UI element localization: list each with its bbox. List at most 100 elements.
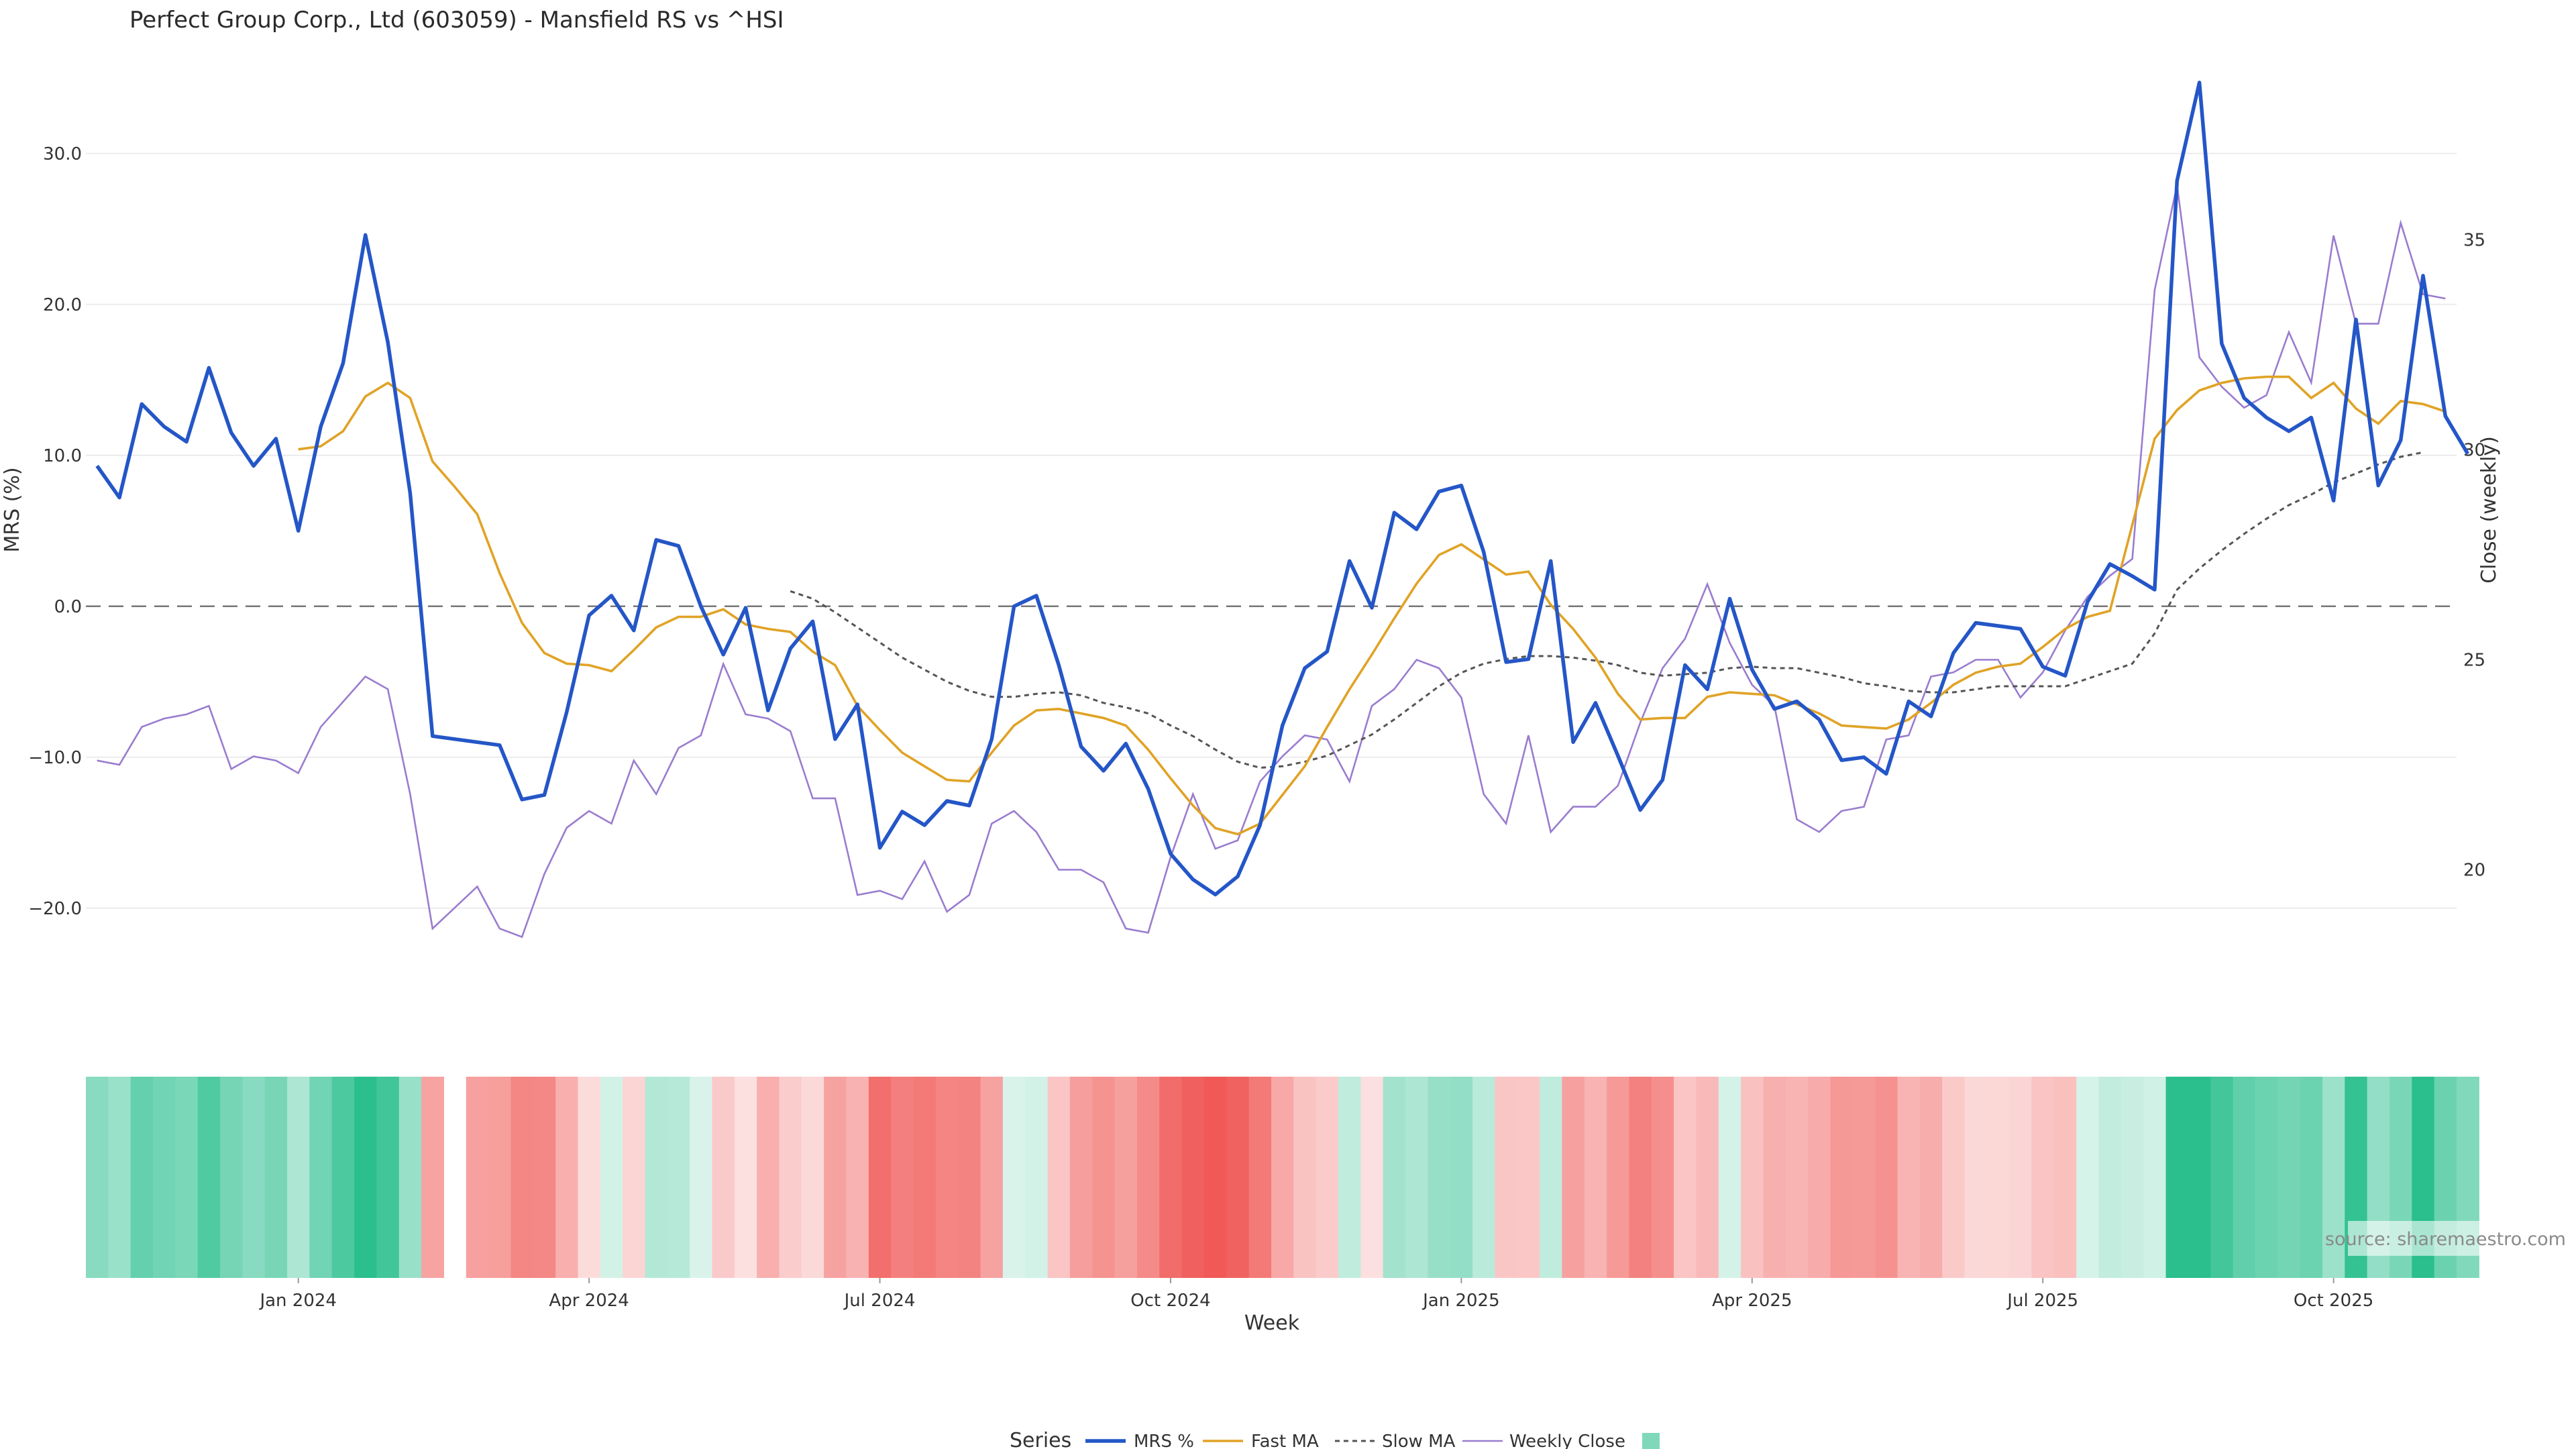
- legend-label-slow-ma: Slow MA: [1382, 1432, 1456, 1449]
- heatmap-cell: [354, 1077, 377, 1278]
- heatmap-cell: [1338, 1077, 1361, 1278]
- y-right-axis-title: Close (weekly): [2477, 436, 2501, 584]
- heatmap-cell: [913, 1077, 936, 1278]
- heatmap-cell: [1830, 1077, 1854, 1278]
- heatmap-cell: [1942, 1077, 1966, 1278]
- heatmap-cell: [533, 1077, 556, 1278]
- source-label: source: sharemaestro.com: [2325, 1229, 2566, 1250]
- heatmap-cell: [1092, 1077, 1116, 1278]
- heatmap-cell: [2143, 1077, 2167, 1278]
- mrs-heatmap-strip: [86, 1077, 2479, 1278]
- heatmap-cell: [130, 1077, 154, 1278]
- heatmap-cell: [2121, 1077, 2144, 1278]
- heatmap-cell: [2009, 1077, 2033, 1278]
- heatmap-cell: [2098, 1077, 2122, 1278]
- heatmap-cell: [1607, 1077, 1629, 1278]
- heatmap-cell: [242, 1077, 266, 1278]
- heatmap-cell: [1360, 1077, 1384, 1278]
- heatmap-cell: [331, 1077, 355, 1278]
- grid-lines: [86, 152, 2457, 909]
- heatmap-cell: [578, 1077, 601, 1278]
- heatmap-cell: [1204, 1077, 1227, 1278]
- heatmap-cell: [958, 1077, 981, 1278]
- heatmap-cell: [2076, 1077, 2100, 1278]
- heatmap-cell: [891, 1077, 914, 1278]
- heatmap-cell: [1159, 1077, 1183, 1278]
- y-left-tick-label: −20.0: [28, 899, 82, 919]
- heatmap-cell: [511, 1077, 534, 1278]
- legend-swatch-heatmap: [1642, 1433, 1660, 1449]
- y-right-tick-label: 20: [2463, 861, 2485, 881]
- x-tick-label: Apr 2024: [549, 1291, 629, 1311]
- x-tick-label: Jul 2024: [843, 1291, 916, 1311]
- x-axis-title: Week: [1244, 1311, 1300, 1335]
- heatmap-cell: [488, 1077, 511, 1278]
- x-tick-label: Oct 2025: [2294, 1291, 2373, 1311]
- y-right-tick-label: 35: [2463, 230, 2485, 250]
- heatmap-cell: [600, 1077, 623, 1278]
- heatmap-cell: [2233, 1077, 2256, 1278]
- heatmap-cell: [1562, 1077, 1585, 1278]
- heatmap-cell: [690, 1077, 713, 1278]
- heatmap-cell: [1137, 1077, 1160, 1278]
- heatmap-cell: [2188, 1077, 2211, 1278]
- heatmap-cell: [287, 1077, 310, 1278]
- heatmap-cell: [108, 1077, 131, 1278]
- heatmap-cell: [2300, 1077, 2323, 1278]
- heatmap-cell: [1114, 1077, 1138, 1278]
- heatmap-cell: [1674, 1077, 1697, 1278]
- legend-label-mrs: MRS %: [1134, 1432, 1194, 1449]
- y-right-tick-label: 25: [2463, 650, 2485, 670]
- legend-label-weekly-close: Weekly Close: [1509, 1432, 1625, 1449]
- heatmap-cell: [2322, 1077, 2345, 1278]
- heatmap-cell: [197, 1077, 221, 1278]
- heatmap-cell: [1428, 1077, 1451, 1278]
- heatmap-cell: [1495, 1077, 1518, 1278]
- heatmap-cell: [555, 1077, 578, 1278]
- heatmap-cell: [779, 1077, 802, 1278]
- x-tick-label: Oct 2024: [1130, 1291, 1210, 1311]
- legend-title: Series: [1010, 1429, 1071, 1449]
- heatmap-cell: [466, 1077, 489, 1278]
- heatmap-cell: [623, 1077, 646, 1278]
- heatmap-cell: [421, 1077, 444, 1278]
- heatmap-cell: [1629, 1077, 1652, 1278]
- heatmap-cell: [2031, 1077, 2055, 1278]
- y-left-tick-label: 0.0: [54, 597, 82, 617]
- heatmap-cell: [980, 1077, 1004, 1278]
- legend-label-fast-ma: Fast MA: [1251, 1432, 1319, 1449]
- y-left-axis-title: MRS (%): [1, 467, 24, 552]
- y-left-tick-label: −10.0: [28, 748, 82, 768]
- heatmap-cell: [1718, 1077, 1741, 1278]
- heatmap-cell: [1226, 1077, 1250, 1278]
- heatmap-cell: [1002, 1077, 1026, 1278]
- heatmap-cell: [1517, 1077, 1540, 1278]
- heatmap-cell: [309, 1077, 333, 1278]
- heatmap-cell: [1897, 1077, 1921, 1278]
- heatmap-cell: [1651, 1077, 1674, 1278]
- fast-ma-line: [298, 375, 2446, 836]
- x-tick-label: Jul 2025: [2006, 1291, 2078, 1311]
- heatmap-cell: [757, 1077, 780, 1278]
- legend: Series MRS % Fast MA Slow MA Weekly Clos…: [1010, 1429, 1660, 1449]
- heatmap-cell: [220, 1077, 243, 1278]
- heatmap-cell: [734, 1077, 757, 1278]
- heatmap-cell: [1741, 1077, 1764, 1278]
- heatmap-cell: [1383, 1077, 1406, 1278]
- y-left-tick-label: 20.0: [43, 295, 82, 315]
- heatmap-cell: [398, 1077, 422, 1278]
- heatmap-cell: [1584, 1077, 1607, 1278]
- heatmap-cell: [1852, 1077, 1876, 1278]
- heatmap-cell: [1875, 1077, 1898, 1278]
- heatmap-cell: [2053, 1077, 2077, 1278]
- heatmap-cell: [667, 1077, 690, 1278]
- heatmap-cell: [1964, 1077, 1988, 1278]
- heatmap-cell: [1316, 1077, 1339, 1278]
- heatmap-cell: [846, 1077, 869, 1278]
- heatmap-cell: [1293, 1077, 1317, 1278]
- heatmap-cell: [1405, 1077, 1428, 1278]
- x-tick-label: Jan 2025: [1421, 1291, 1500, 1311]
- heatmap-cell: [1696, 1077, 1719, 1278]
- y-left-tick-labels: 30.0 20.0 10.0 0.0 −10.0 −20.0: [28, 144, 82, 919]
